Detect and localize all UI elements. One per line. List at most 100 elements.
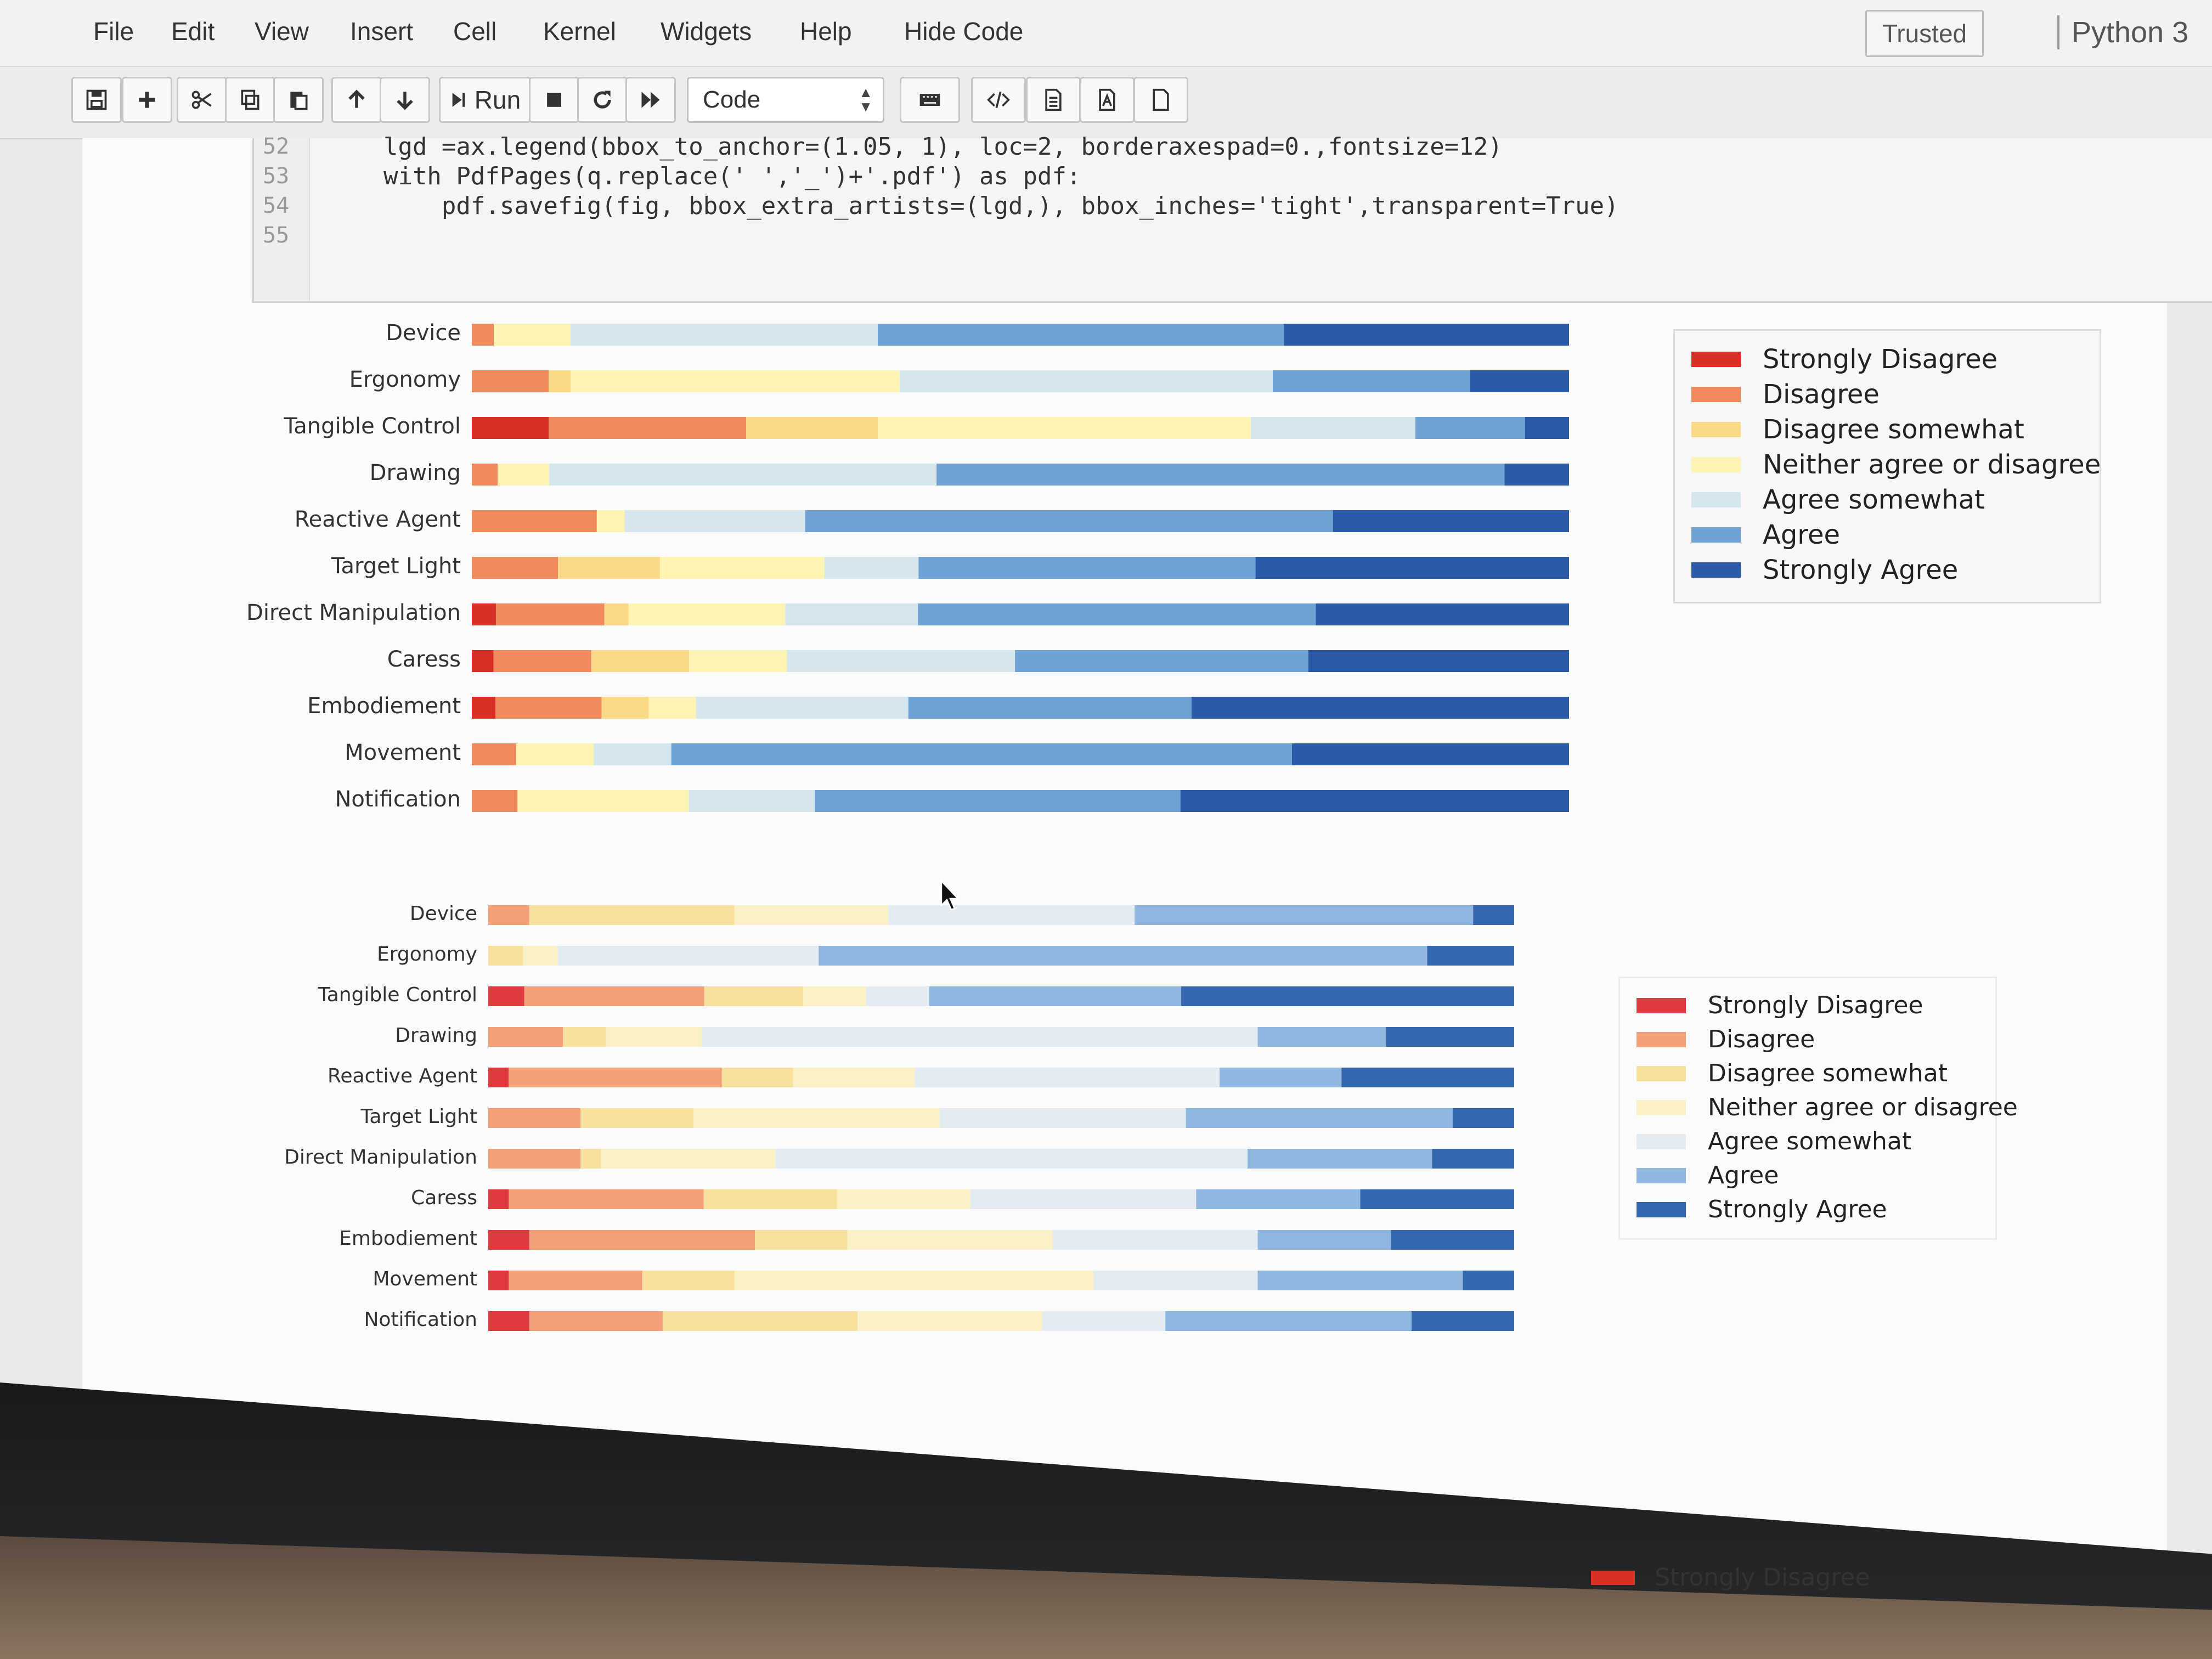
bar-segment <box>734 1271 1094 1290</box>
bar-segment <box>693 1108 940 1128</box>
bar-segment <box>472 464 498 486</box>
restart-button[interactable] <box>577 77 628 123</box>
bar-segment <box>591 650 690 672</box>
bar-segment <box>594 743 672 765</box>
bar-segment <box>1257 1027 1386 1047</box>
category-label: Embodiement <box>307 693 461 719</box>
legend-entry: Strongly Disagree <box>1691 344 1997 375</box>
bar-segment <box>1247 1149 1432 1169</box>
bar-segment <box>549 417 746 439</box>
bar-segment <box>604 603 629 625</box>
trusted-indicator[interactable]: Trusted <box>1865 10 1984 57</box>
legend-swatch <box>1637 1065 1686 1081</box>
legend-entry: Agree <box>1691 520 1840 550</box>
bar-segment <box>493 650 591 672</box>
legend-entry: Disagree somewhat <box>1691 414 2024 445</box>
bar-segment <box>509 1271 642 1290</box>
paste-button[interactable] <box>273 77 324 123</box>
bar-segment <box>1015 650 1308 672</box>
bar-segment <box>1473 905 1514 925</box>
legend-entry: Neither agree or disagree <box>1637 1093 2018 1121</box>
menu-bar: File Edit View Insert Cell Kernel Widget… <box>0 0 2212 67</box>
toolbar: Run Code ▲ ▼ <box>0 67 2212 139</box>
cut-icon <box>191 91 212 109</box>
category-label: Notification <box>335 787 461 812</box>
bar-segment <box>1470 370 1569 392</box>
legend-swatch <box>1691 457 1741 472</box>
menu-kernel[interactable]: Kernel <box>543 17 616 46</box>
legend-label: Disagree <box>1708 1025 1815 1053</box>
bar-segment <box>939 1108 1186 1128</box>
category-label: Caress <box>387 647 461 672</box>
legend-entry: Strongly Agree <box>1691 555 1958 585</box>
keyboard-button[interactable] <box>900 77 960 123</box>
document-button[interactable] <box>1026 77 1081 123</box>
save-button[interactable] <box>71 77 122 123</box>
bar-segment <box>606 1027 702 1047</box>
legend-swatch <box>1691 562 1741 578</box>
cell-type-select[interactable]: Code ▲ ▼ <box>687 77 884 123</box>
menu-widgets[interactable]: Widgets <box>661 17 752 46</box>
bar-segment <box>689 790 815 812</box>
menu-help[interactable]: Help <box>800 17 852 46</box>
code-button[interactable] <box>971 77 1026 123</box>
cell-type-value: Code <box>703 86 761 113</box>
move-up-button[interactable] <box>331 77 382 123</box>
legend-swatch <box>1691 422 1741 437</box>
legend-swatch <box>1637 1031 1686 1047</box>
menu-file[interactable]: File <box>93 17 134 46</box>
fast-forward-icon <box>641 92 660 108</box>
bar-segment <box>888 905 1135 925</box>
bar-segment <box>1052 1230 1258 1250</box>
bar-segment <box>805 510 1333 532</box>
category-label: Reactive Agent <box>295 507 461 532</box>
bar-segment <box>793 1068 915 1087</box>
bar-segment <box>1341 1068 1514 1087</box>
menu-insert[interactable]: Insert <box>350 17 414 46</box>
bar-segment <box>1180 790 1569 812</box>
add-cell-button[interactable] <box>122 77 172 123</box>
bar-segment <box>523 946 558 966</box>
stop-button[interactable] <box>529 77 579 123</box>
bar-segment <box>1220 1068 1342 1087</box>
menu-edit[interactable]: Edit <box>171 17 215 46</box>
cut-button[interactable] <box>177 77 227 123</box>
bar-segment <box>472 697 496 719</box>
blank-page-button[interactable] <box>1133 77 1188 123</box>
legend-chart-3: Strongly Disagree <box>1591 1564 1870 1592</box>
category-label: Drawing <box>370 460 461 486</box>
menu-hide-code[interactable]: Hide Code <box>904 17 1024 46</box>
bar-segment <box>803 986 866 1006</box>
category-label: Tangible Control <box>318 984 477 1006</box>
fast-forward-button[interactable] <box>625 77 676 123</box>
category-label: Drawing <box>395 1024 477 1047</box>
add-cell-icon <box>139 92 155 108</box>
bar-segment <box>878 417 1251 439</box>
keyboard-icon <box>919 94 940 106</box>
legend-label: Neither agree or disagree <box>1763 449 2101 480</box>
bar-segment <box>866 986 929 1006</box>
bar-segment <box>509 1068 722 1087</box>
pdf-icon <box>1099 88 1115 111</box>
menu-view[interactable]: View <box>255 17 309 46</box>
legend-label: Strongly Disagree <box>1655 1564 1870 1592</box>
save-icon <box>86 89 107 110</box>
category-label: Caress <box>411 1187 477 1209</box>
bar-segment <box>549 464 937 486</box>
bar-segment <box>819 946 1427 966</box>
bar-segment <box>659 557 825 579</box>
bar-segment <box>746 417 878 439</box>
code-line: pdf.savefig(fig, bbox_extra_artists=(lgd… <box>325 192 1619 220</box>
move-down-button[interactable] <box>380 77 430 123</box>
code-cell[interactable]: 52 53 54 55 lgd =ax.legend(bbox_to_ancho… <box>252 133 2212 303</box>
code-line: lgd =ax.legend(bbox_to_anchor=(1.05, 1),… <box>325 133 1503 161</box>
copy-button[interactable] <box>225 77 275 123</box>
menu-cell[interactable]: Cell <box>453 17 497 46</box>
bar-segment <box>498 464 550 486</box>
bar-segment <box>1525 417 1569 439</box>
bar-segment <box>488 1108 581 1128</box>
bar-segment <box>847 1230 1053 1250</box>
bar-segment <box>755 1230 848 1250</box>
bar-segment <box>529 1311 663 1331</box>
run-button[interactable]: Run <box>439 77 531 123</box>
